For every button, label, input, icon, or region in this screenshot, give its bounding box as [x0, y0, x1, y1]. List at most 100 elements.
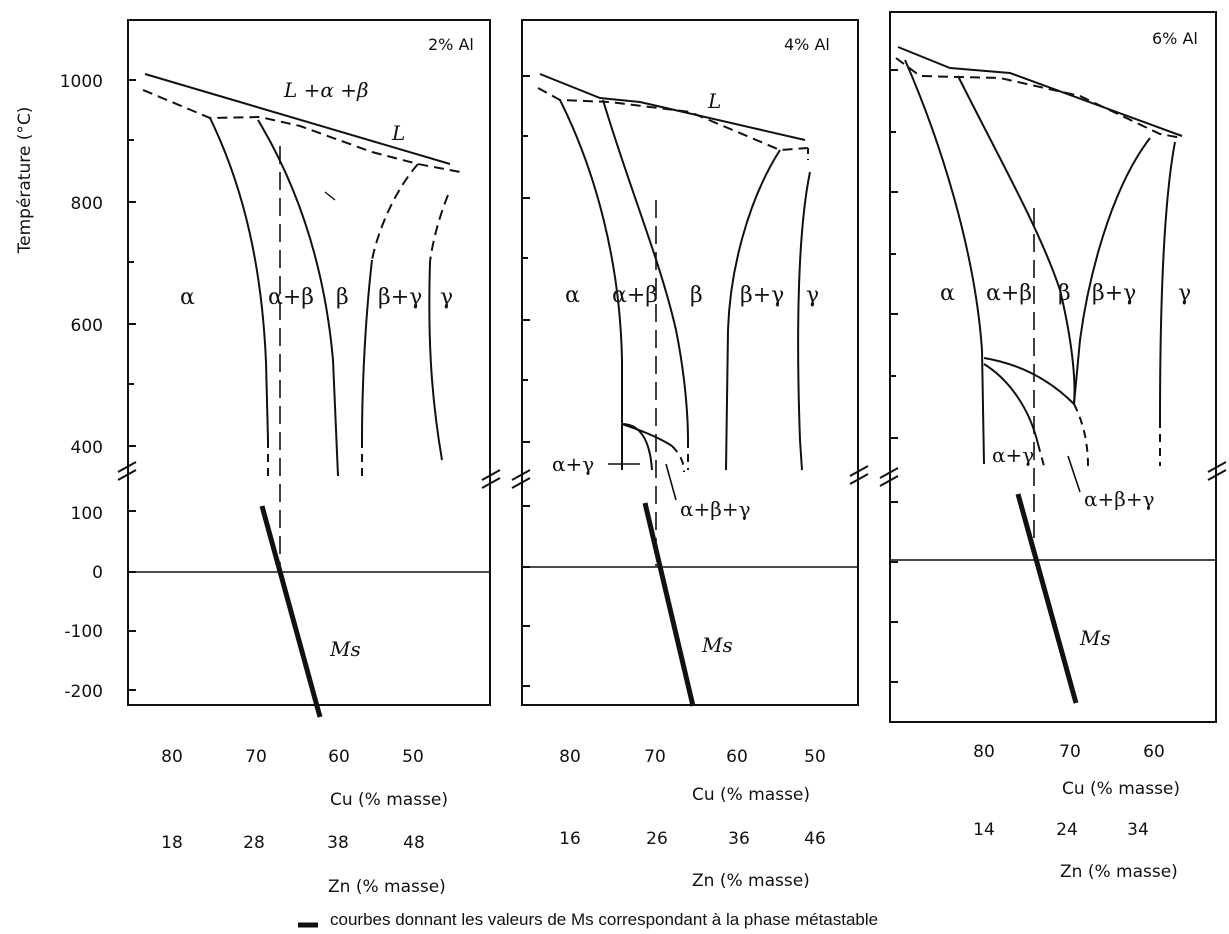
cu-tick: 70 [1059, 742, 1081, 762]
phase-label-beta-gamma: β+γ [1092, 281, 1136, 306]
phase-label-alpha-beta-gamma: α+β+γ [1084, 487, 1155, 511]
y-tick-labels: 1000 800 600 400 100 0 -100 -200 [60, 72, 103, 702]
panel-4-al-labels: 4% Al L α α+β β β+γ γ α+γ α+β+γ Ms 80 70… [552, 35, 830, 891]
cu-tick: 50 [402, 747, 424, 767]
cu-axis-title: Cu (% masse) [330, 790, 448, 810]
zn-tick: 36 [728, 829, 750, 849]
y-tick-marks [128, 79, 136, 691]
zn-tick: 24 [1056, 820, 1078, 840]
axis-break-mark [879, 467, 899, 487]
y-tick-600: 600 [71, 316, 103, 336]
beta-right-boundary-dashed [371, 163, 419, 261]
alpha-gamma-boundary [983, 363, 1039, 445]
alpha-gamma-boundary [621, 423, 653, 471]
zn-tick: 34 [1127, 820, 1149, 840]
cu-tick: 60 [726, 747, 748, 767]
phase-label-beta-gamma: β+γ [378, 285, 422, 310]
panel-title: 2% Al [428, 35, 474, 54]
phase-label-liquid: L [391, 121, 405, 145]
cu-tick: 60 [328, 747, 350, 767]
panel-6-al [879, 11, 1227, 723]
liquidus-solid [539, 73, 806, 141]
liquidus-dashed [142, 89, 461, 173]
cu-tick: 80 [559, 747, 581, 767]
y-tick-minus100: -100 [64, 622, 103, 642]
zn-axis-title: Zn (% masse) [692, 871, 810, 891]
zn-axis-title: Zn (% masse) [1060, 862, 1178, 882]
phase-label-liquid-mix: L +α +β [283, 78, 369, 102]
y-tick-0: 0 [92, 563, 103, 583]
panel-frame [521, 19, 859, 706]
y-axis-title: Température (°C) [15, 107, 35, 255]
zn-tick: 38 [327, 833, 349, 853]
alpha-boundary [559, 99, 623, 470]
ms-line [259, 505, 323, 718]
cu-tick: 70 [644, 747, 666, 767]
ms-label: Ms [329, 637, 361, 661]
y-tick-marks [890, 69, 898, 683]
cu-tick: 80 [973, 742, 995, 762]
leader-line [665, 463, 677, 501]
phase-label-alpha: α [940, 281, 955, 306]
panel-2-al-labels: 2% Al L +α +β L α α+β β β+γ γ Ms 80 70 6… [161, 35, 474, 897]
zn-tick: 28 [243, 833, 265, 853]
zn-axis-title: Zn (% masse) [328, 877, 446, 897]
panel-title: 6% Al [1152, 29, 1198, 48]
cu-tick: 80 [161, 747, 183, 767]
phase-label-gamma: γ [806, 283, 819, 308]
axis-break-mark [117, 461, 137, 481]
alpha-beta-gamma-boundary [621, 423, 673, 447]
axis-break-mark [849, 465, 869, 485]
zn-tick: 46 [804, 829, 826, 849]
zn-tick: 16 [559, 829, 581, 849]
y-tick-marks [522, 75, 530, 687]
phase-label-alpha-gamma: α+γ [992, 443, 1034, 467]
phase-label-gamma: γ [1178, 281, 1191, 306]
phase-label-beta: β [1058, 281, 1071, 306]
cu-axis-title: Cu (% masse) [1062, 779, 1180, 799]
gamma-boundary [428, 261, 443, 461]
phase-label-gamma: γ [440, 285, 453, 310]
beta-left-boundary [602, 99, 689, 441]
legend-text: courbes donnant les valeurs de Ms corres… [330, 910, 878, 929]
zn-tick: 18 [161, 833, 183, 853]
phase-label-alpha-gamma: α+γ [552, 452, 594, 476]
beta-left-boundary [957, 75, 1076, 405]
phase-label-beta-gamma: β+γ [740, 283, 784, 308]
liquidus-solid [144, 73, 451, 165]
panel-4-al [511, 19, 869, 707]
phase-label-alpha: α [565, 283, 580, 308]
y-tick-400: 400 [71, 438, 103, 458]
phase-label-alpha-beta: α+β [268, 285, 314, 310]
alpha-boundary [209, 117, 269, 441]
cu-tick: 60 [1143, 742, 1165, 762]
gamma-boundary [797, 171, 811, 471]
ms-line [642, 502, 696, 707]
panel-frame [127, 19, 491, 706]
beta-right-boundary [1073, 137, 1151, 405]
cu-tick: 70 [245, 747, 267, 767]
cu-tick: 50 [804, 747, 826, 767]
axis-break-mark [1207, 461, 1227, 481]
leader-line [1067, 455, 1081, 493]
panel-title: 4% Al [784, 35, 830, 54]
liquidus-dashed [895, 57, 1183, 139]
phase-label-alpha-beta-gamma: α+β+γ [680, 497, 751, 521]
phase-label-beta: β [336, 285, 349, 310]
phase-label-alpha-beta: α+β [986, 281, 1032, 306]
ms-line [1015, 493, 1079, 704]
liquidus-dashed [537, 87, 809, 152]
panel-2-al [117, 19, 501, 718]
panel-frame [889, 11, 1217, 723]
phase-label-liquid: L [707, 89, 721, 113]
beta-right-boundary [725, 149, 781, 471]
panel-6-al-labels: 6% Al α α+β β β+γ γ α+γ α+β+γ Ms 80 70 6… [940, 29, 1198, 882]
zn-tick: 14 [973, 820, 995, 840]
beta-right-boundary [361, 259, 373, 441]
axis-break-mark [481, 469, 501, 489]
ms-label: Ms [701, 633, 733, 657]
cu-axis-title: Cu (% masse) [692, 785, 810, 805]
gamma-boundary [1159, 141, 1176, 421]
gamma-boundary-dashed [429, 194, 449, 263]
